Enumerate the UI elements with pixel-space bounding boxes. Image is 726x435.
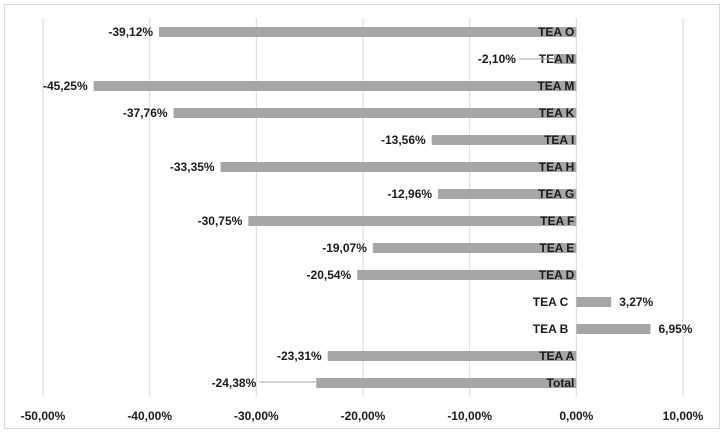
category-label: TEA A [539, 349, 574, 363]
x-tick-label: 10,00% [663, 409, 704, 423]
x-tick-label: -50,00% [21, 409, 66, 423]
data-label: -13,56% [381, 133, 426, 147]
category-label: TEA K [539, 106, 575, 120]
data-label: -39,12% [108, 25, 153, 39]
category-label: TEA M [537, 79, 574, 93]
bars [93, 27, 651, 388]
bar [159, 27, 577, 37]
gridlines [42, 18, 684, 397]
category-label: TEA H [539, 160, 575, 174]
bar [220, 162, 577, 172]
category-label: TEA B [533, 322, 569, 336]
category-label: TEA G [538, 187, 574, 201]
x-tick-label: -40,00% [127, 409, 172, 423]
bar [438, 189, 577, 199]
data-labels: -39,12% -2,10% -45,25% -37,76% -13,56% -33,35… [43, 25, 693, 390]
bar [553, 54, 577, 64]
data-label: -37,76% [123, 106, 168, 120]
data-label: -45,25% [43, 79, 88, 93]
data-label: -12,96% [387, 187, 432, 201]
data-label: 6,95% [658, 322, 692, 336]
x-axis-tick-labels: -50,00% -40,00% -30,00% -20,00% -10,00% 0,00%… [21, 409, 704, 423]
category-label: TEA C [533, 295, 569, 309]
bar [248, 216, 577, 226]
data-label: -24,38% [212, 376, 257, 390]
data-label: -30,75% [198, 214, 243, 228]
bar [576, 324, 651, 334]
data-label: -33,35% [170, 160, 215, 174]
data-label: -20,54% [307, 268, 352, 282]
bar [173, 108, 577, 118]
category-label: TEA F [540, 214, 574, 228]
data-label: -2,10% [478, 52, 516, 66]
category-label: TEA I [544, 133, 574, 147]
x-tick-label: -30,00% [234, 409, 279, 423]
bar [316, 378, 577, 388]
bar [327, 351, 577, 361]
category-label: TEA O [538, 25, 574, 39]
category-label: TEA N [539, 52, 575, 66]
bar [576, 297, 612, 307]
bar [372, 243, 577, 253]
data-label: -19,07% [322, 241, 367, 255]
x-tick-label: 0,00% [559, 409, 593, 423]
category-labels: TEA O TEA N TEA M TEA K TEA I TEA H TEA G TEA F… [533, 25, 575, 390]
bar [93, 81, 577, 91]
x-tick-label: -10,00% [447, 409, 492, 423]
x-tick-label: -20,00% [341, 409, 386, 423]
bar [357, 270, 577, 280]
category-label: TEA E [539, 241, 574, 255]
category-label: TEA D [539, 268, 575, 282]
bar [431, 135, 577, 145]
category-label: Total [547, 376, 575, 390]
data-label: 3,27% [619, 295, 653, 309]
data-label: -23,31% [277, 349, 322, 363]
